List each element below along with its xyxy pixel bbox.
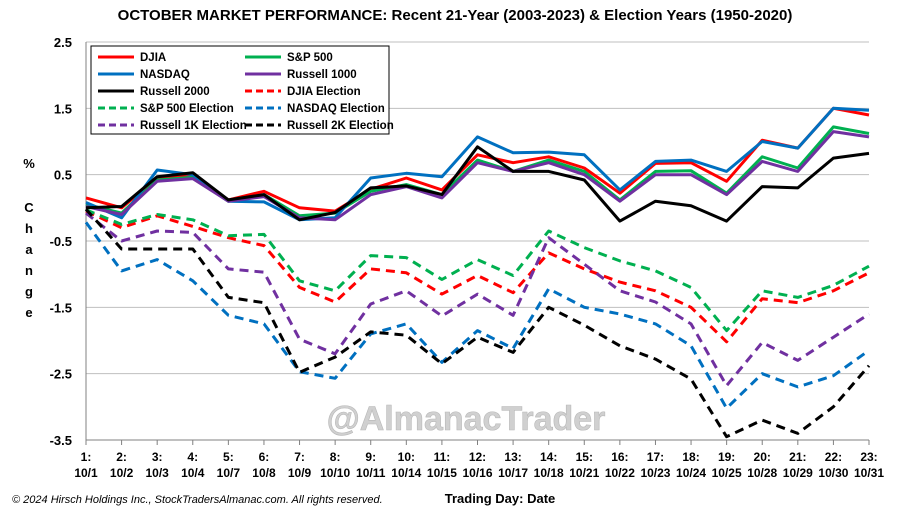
x-tick-date: 10/25 [712, 466, 742, 480]
x-tick-day: 10: [398, 450, 415, 464]
x-tick-date: 10/23 [640, 466, 670, 480]
x-tick-date: 10/1 [74, 466, 98, 480]
x-tick-date: 10/3 [146, 466, 170, 480]
x-tick-date: 10/18 [534, 466, 564, 480]
legend-box [90, 45, 390, 135]
x-tick-date: 10/2 [110, 466, 134, 480]
x-tick-date: 10/17 [498, 466, 528, 480]
x-tick-date: 10/28 [747, 466, 777, 480]
y-axis-label-char: C [24, 200, 34, 215]
series-line-russell-2000 [85, 145, 870, 223]
x-tick-day: 4: [187, 450, 198, 464]
x-tick-day: 14: [540, 450, 557, 464]
x-tick-day: 19: [718, 450, 735, 464]
x-tick-day: 23: [860, 450, 877, 464]
x-tick-date: 10/10 [320, 466, 350, 480]
x-tick-date: 10/14 [391, 466, 421, 480]
legend: DJIA S&P 500 NASDAQ Russell 1000 Russell 200… [90, 45, 394, 135]
x-tick-day: 12: [469, 450, 486, 464]
x-tick-day: 15: [576, 450, 593, 464]
x-tick-date: 10/9 [288, 466, 312, 480]
x-tick-day: 9: [365, 450, 376, 464]
x-tick-day: 20: [754, 450, 771, 464]
axes [85, 42, 870, 445]
y-tick-label: 0.5 [54, 168, 72, 183]
series-line-s-p-500-election [85, 208, 870, 333]
series-line-russell-1k-election [85, 211, 870, 388]
x-tick-day: 2: [116, 450, 127, 464]
copyright-text: © 2024 Hirsch Holdings Inc., StockTrader… [12, 494, 383, 506]
y-tick-label: -1.5 [50, 300, 72, 315]
y-tick-label: -0.5 [50, 234, 72, 249]
x-tick-date: 10/30 [818, 466, 848, 480]
chart-title: OCTOBER MARKET PERFORMANCE: Recent 21-Ye… [118, 7, 793, 24]
x-axis-label: Trading Day: Date [445, 491, 556, 506]
x-tick-day: 8: [330, 450, 341, 464]
legend-label-russell-2k-election: Russell 2K Election [287, 120, 394, 132]
x-tick-date: 10/29 [783, 466, 813, 480]
x-tick-labels: 1: 10/1 2: 10/2 3: 10/3 4: 10/4 5: 10/7 6: 10/8 7: 10… [74, 450, 884, 480]
series-line-nasdaq-election [84, 221, 870, 410]
y-tick-label: 2.5 [54, 35, 72, 50]
series-line-djia-election [85, 209, 870, 344]
legend-label-s-p-500: S&P 500 [287, 52, 333, 64]
x-tick-day: 18: [682, 450, 699, 464]
x-tick-day: 7: [294, 450, 305, 464]
x-tick-date: 10/4 [181, 466, 205, 480]
x-tick-day: 6: [259, 450, 270, 464]
x-tick-date: 10/24 [676, 466, 706, 480]
x-tick-day: 21: [789, 450, 806, 464]
legend-label-nasdaq-election: NASDAQ Election [287, 103, 385, 115]
x-tick-date: 10/7 [217, 466, 241, 480]
series-line-russell-1000 [85, 130, 870, 222]
legend-label-russell-2000: Russell 2000 [140, 86, 210, 98]
y-axis-label-char: e [25, 305, 32, 320]
legend-label-s-p-500-election: S&P 500 Election [140, 103, 234, 115]
x-tick-day: 3: [152, 450, 163, 464]
x-tick-date: 10/16 [462, 466, 492, 480]
legend-label-djia: DJIA [140, 52, 166, 64]
series-lines [84, 106, 871, 439]
watermark: @AlmanacTrader [327, 400, 606, 438]
x-tick-day: 16: [611, 450, 628, 464]
y-tick-label: 1.5 [54, 101, 72, 116]
x-tick-day: 1: [81, 450, 92, 464]
x-tick-date: 10/21 [569, 466, 599, 480]
x-tick-day: 22: [825, 450, 842, 464]
x-tick-date: 10/8 [252, 466, 276, 480]
x-tick-date: 10/11 [356, 466, 386, 480]
x-tick-day: 11: [434, 450, 451, 464]
y-axis-label-char: h [25, 221, 33, 236]
x-tick-date: 10/22 [605, 466, 635, 480]
legend-label-djia-election: DJIA Election [287, 86, 361, 98]
legend-label-russell-1000: Russell 1000 [287, 69, 357, 81]
y-tick-label: -2.5 [50, 367, 72, 382]
legend-label-nasdaq: NASDAQ [140, 69, 190, 81]
y-tick-labels: 2.5 1.5 0.5 -0.5 -1.5 -2.5 -3.5 [50, 35, 72, 448]
y-axis-label-char: % [23, 156, 35, 171]
x-tick-day: 13: [504, 450, 521, 464]
y-tick-label: -3.5 [50, 433, 72, 448]
legend-label-russell-1k-election: Russell 1K Election [140, 120, 247, 132]
y-axis-label-char: g [25, 284, 33, 299]
y-axis-label-char: n [25, 263, 33, 278]
y-axis-label-char: a [25, 242, 33, 257]
series-line-russell-2k-election [84, 208, 871, 439]
x-tick-date: 10/31 [854, 466, 884, 480]
x-tick-day: 5: [223, 450, 234, 464]
x-tick-date: 10/15 [427, 466, 457, 480]
x-tick-day: 17: [647, 450, 664, 464]
